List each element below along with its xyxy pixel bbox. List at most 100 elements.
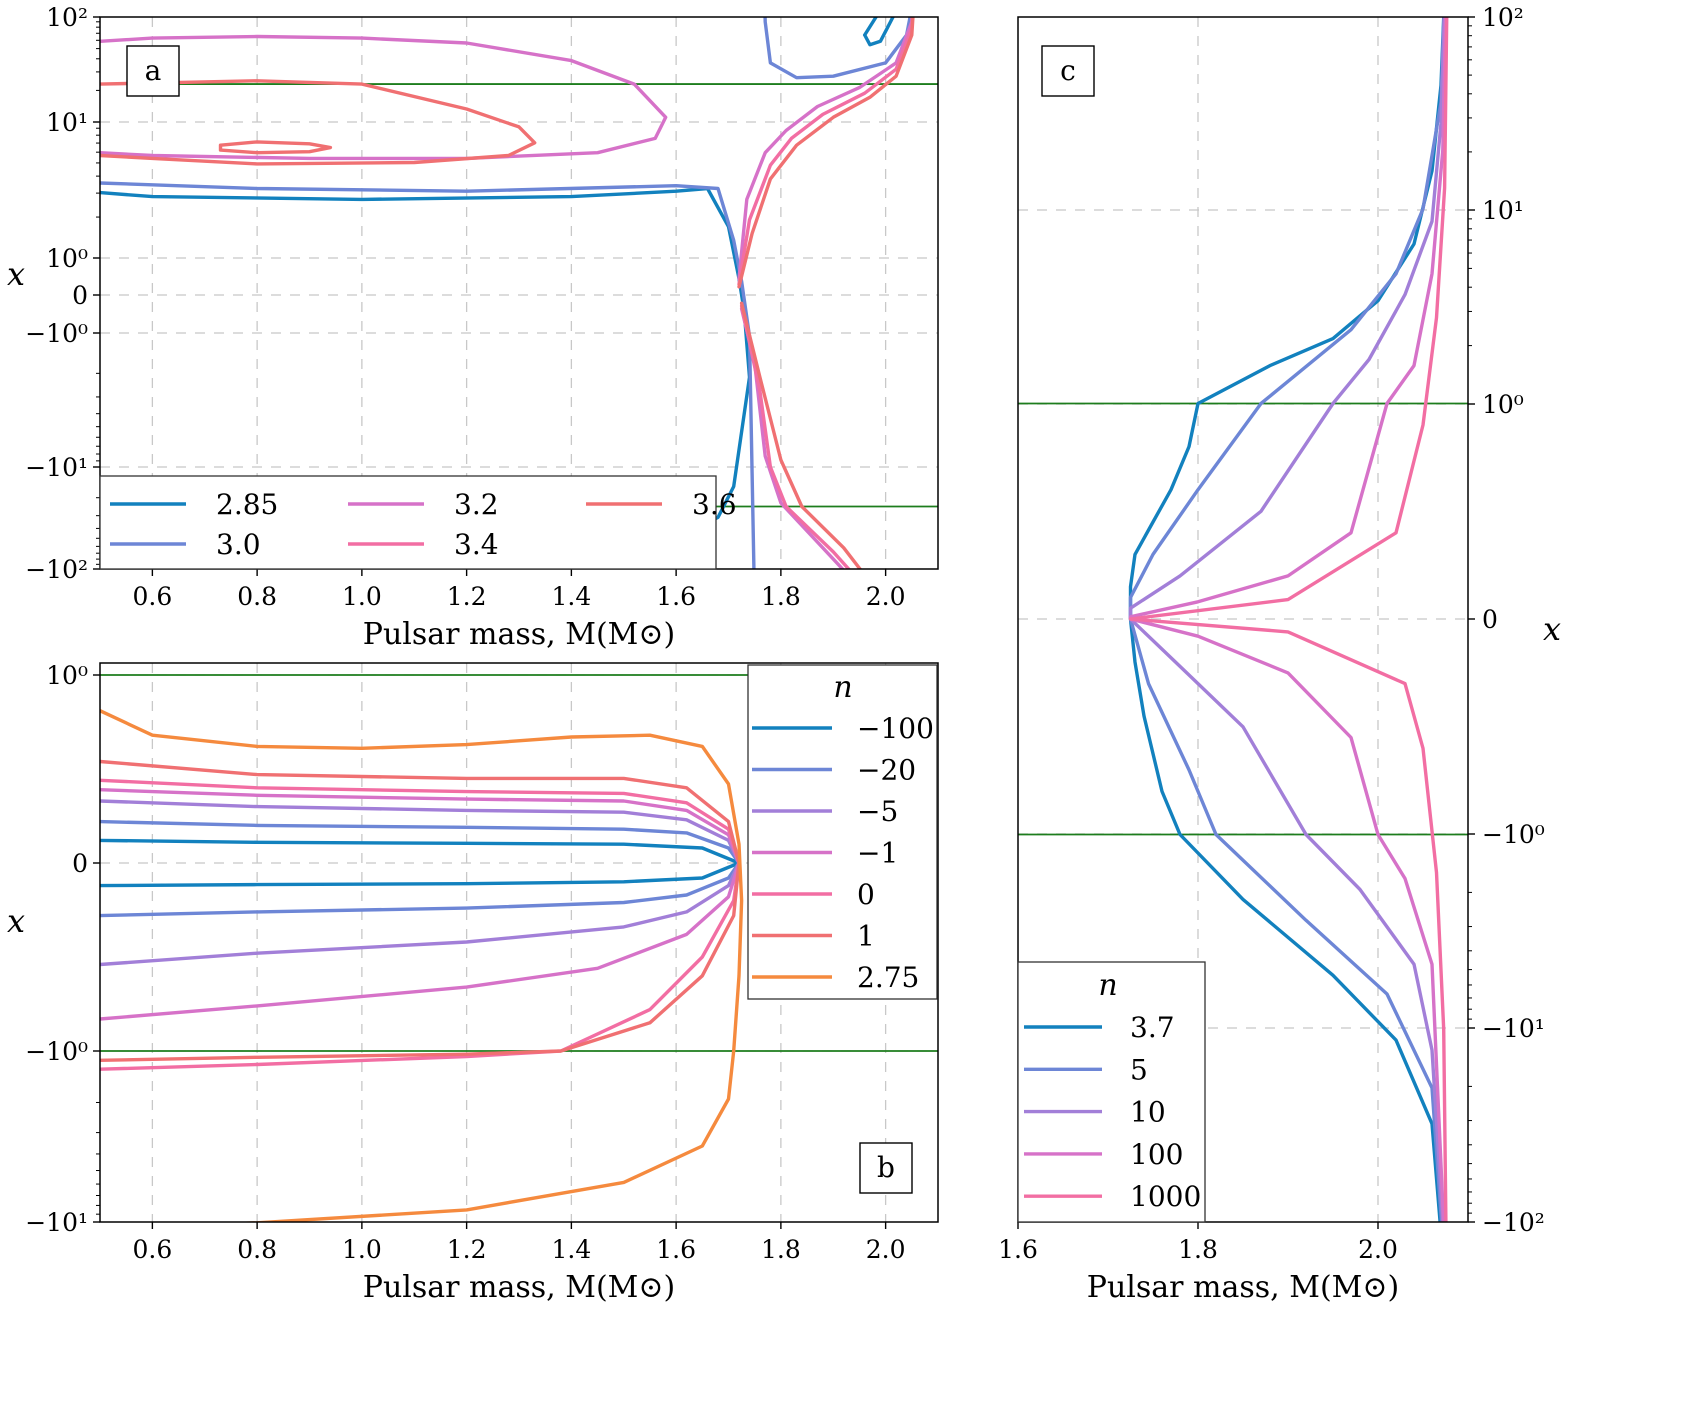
series-line-−5 xyxy=(100,799,741,865)
x-tick-label: 1.2 xyxy=(447,1235,487,1264)
plot-area xyxy=(100,17,938,569)
legend-box xyxy=(1017,961,1206,1223)
x-tick-label: 1.8 xyxy=(1178,1235,1218,1264)
legend-label: −20 xyxy=(857,754,916,787)
x-tick-label: 1.6 xyxy=(998,1235,1038,1264)
x-tick-label: 0.8 xyxy=(237,582,277,611)
legend-label: 2.75 xyxy=(857,961,919,994)
legend-label: 0 xyxy=(857,878,875,911)
series-line-1 xyxy=(100,861,741,1063)
y-tick-label: 10⁰ xyxy=(46,661,88,690)
series-line-2.85 xyxy=(863,17,895,47)
x-tick-label: 1.8 xyxy=(761,1235,801,1264)
y-tick-label: −10⁰ xyxy=(25,319,88,348)
y-tick-label: −10¹ xyxy=(25,453,88,482)
x-tick-label: 1.8 xyxy=(761,582,801,611)
y-axis-label: x xyxy=(7,255,25,293)
y-tick-label: 0 xyxy=(72,849,88,878)
panel-b-chart: 0.6 0.8 1.0 1.2 1.4 1.6 1.8 2.0 10⁰ 0 −10⁰ −10¹ Puls… xyxy=(7,661,939,1305)
plot-area xyxy=(1018,17,1468,1222)
x-tick-label: 0.6 xyxy=(132,582,172,611)
series-line-3.0 xyxy=(763,17,912,80)
y-tick-label: −10⁰ xyxy=(1482,820,1545,849)
y-axis-label: x xyxy=(7,902,25,940)
y-tick-label: −10¹ xyxy=(25,1208,88,1237)
series-line-5 xyxy=(1128,17,1446,1222)
series-line-−1 xyxy=(100,861,741,1021)
y-tick-label: 0 xyxy=(72,281,88,310)
plot-area xyxy=(100,674,938,1222)
series-line-−100 xyxy=(100,838,741,865)
series-line-3.6 xyxy=(737,17,915,289)
x-tick-label: 2.0 xyxy=(866,582,906,611)
panel-label-box-c xyxy=(1041,45,1095,97)
series-line-−100 xyxy=(100,861,741,888)
series-line-3.6 xyxy=(218,140,333,155)
legend-title: n xyxy=(833,670,852,705)
x-tick-label: 0.6 xyxy=(132,1235,172,1264)
y-tick-label: 10¹ xyxy=(46,108,88,137)
y-tick-label: 10² xyxy=(1482,3,1524,32)
axes-frame xyxy=(99,662,939,1223)
panel-label-c: c xyxy=(1060,54,1076,87)
legend-label: 3.2 xyxy=(454,488,499,521)
x-tick-label: 1.4 xyxy=(551,582,591,611)
x-tick-label: 1.0 xyxy=(342,582,382,611)
series-line-−5 xyxy=(100,861,741,967)
y-tick-label: 10¹ xyxy=(1482,196,1524,225)
series-line-3.2 xyxy=(100,34,668,161)
y-tick-label: −10¹ xyxy=(1482,1014,1545,1043)
y-tick-label: −10⁰ xyxy=(25,1037,88,1066)
series-line-1 xyxy=(100,759,741,865)
y-tick-label: 10⁰ xyxy=(46,244,88,273)
x-tick-label: 0.8 xyxy=(237,1235,277,1264)
series-line-100 xyxy=(1128,17,1448,1222)
panel-label-box-a xyxy=(126,45,180,97)
legend-label: −5 xyxy=(857,795,898,828)
x-tick-label: 2.0 xyxy=(866,1235,906,1264)
legend-box xyxy=(747,664,938,1000)
legend-label: 10 xyxy=(1130,1096,1166,1129)
legend-label: 1 xyxy=(857,920,875,953)
legend-label: −1 xyxy=(857,837,898,870)
x-tick-label: 1.2 xyxy=(447,582,487,611)
series-line-−20 xyxy=(100,861,741,918)
legend-label: 5 xyxy=(1130,1053,1148,1086)
series-line-3.6 xyxy=(100,79,537,166)
y-tick-label: −10² xyxy=(25,555,88,584)
x-axis-label: Pulsar mass, M(M⊙) xyxy=(363,617,675,652)
x-axis-label: Pulsar mass, M(M⊙) xyxy=(1087,1270,1399,1305)
panel-c-chart: 1.6 1.8 2.0 10² 10¹ 10⁰ 0 −10⁰ −10¹ −10² Pulsar ma… xyxy=(998,3,1561,1305)
panel-a-chart: 0.6 0.8 1.0 1.2 1.4 1.6 1.8 2.0 10² 10¹ 10⁰ 0 −10⁰ −1… xyxy=(7,3,939,652)
legend-label: 3.0 xyxy=(216,528,261,561)
series-line-0 xyxy=(100,861,741,1071)
legend-box xyxy=(99,475,717,570)
series-line-10 xyxy=(1128,17,1446,1222)
series-line-3.4 xyxy=(739,304,851,569)
series-line-2.75 xyxy=(100,709,744,1222)
legend-label: 2.85 xyxy=(216,488,278,521)
y-tick-label: 10⁰ xyxy=(1482,390,1524,419)
x-tick-label: 1.6 xyxy=(656,1235,696,1264)
series-line-1000 xyxy=(1128,17,1449,1222)
x-tick-label: 2.0 xyxy=(1358,1235,1398,1264)
series-line-3.2 xyxy=(737,17,914,281)
y-tick-label: 0 xyxy=(1482,605,1498,634)
series-line-0 xyxy=(100,778,741,865)
y-tick-label: −10² xyxy=(1482,1208,1545,1237)
series-line-−20 xyxy=(100,819,741,865)
x-tick-label: 1.6 xyxy=(656,582,696,611)
y-tick-label: 10² xyxy=(46,3,88,32)
legend-label: 100 xyxy=(1130,1138,1183,1171)
legend-label: 3.6 xyxy=(692,488,737,521)
series-line-3.6 xyxy=(739,301,863,569)
x-tick-label: 1.4 xyxy=(551,1235,591,1264)
series-line-3.4 xyxy=(737,17,915,286)
panel-label-b: b xyxy=(877,1151,895,1184)
y-axis-label: x xyxy=(1543,610,1561,648)
panel-label-a: a xyxy=(145,54,162,87)
legend-label: 1000 xyxy=(1130,1180,1201,1213)
panel-label-box-b xyxy=(859,1142,913,1194)
series-line-3.0 xyxy=(100,181,756,569)
